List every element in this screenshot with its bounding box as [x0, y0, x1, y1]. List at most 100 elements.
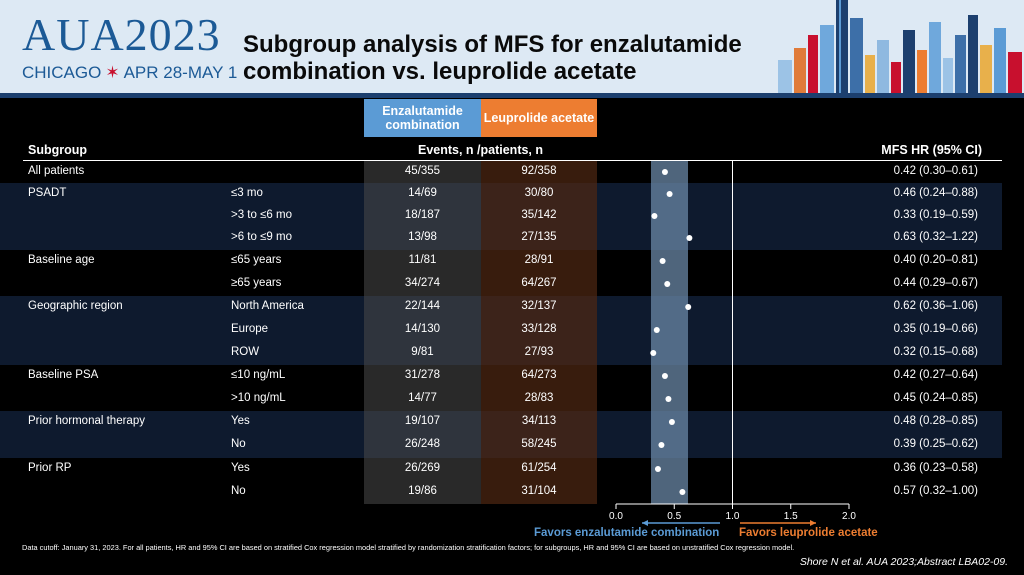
hr-cell: 0.35 (0.19–0.66)	[893, 323, 978, 335]
leuprolide-events-cell: 27/135	[521, 231, 557, 243]
enzalutamide-events-cell: 26/248	[404, 438, 441, 450]
x-tick-label: 1.0	[726, 511, 740, 522]
subgroup-cell: Prior hormonal therapy	[28, 415, 145, 427]
hr-header: MFS HR (95% CI)	[881, 143, 982, 157]
subgroup-cell: Baseline age	[28, 254, 95, 266]
hr-cell: 0.44 (0.29–0.67)	[893, 277, 978, 289]
table-row: Baseline age ≤65 years 11/81 28/91 0.40 (0.2…	[0, 250, 1002, 272]
level-cell: Yes	[231, 415, 250, 427]
footnote: Data cutoff: January 31, 2023. For all p…	[22, 543, 795, 552]
header-banner: AUA2023 CHICAGO ✶ APR 28-MAY 1 Subgroup an…	[0, 0, 1024, 95]
enzalutamide-column-shade	[364, 161, 481, 504]
table-header: Subgroup Events, n /patients, n MFS HR (…	[28, 143, 1002, 160]
hr-point	[668, 419, 675, 425]
leuprolide-events-cell: 58/245	[521, 438, 557, 450]
hr-point	[653, 327, 660, 333]
hr-cell: 0.57 (0.32–1.00)	[893, 485, 978, 497]
table-row: ≥65 years 34/274 64/267 0.44 (0.29–0.67)	[0, 273, 1002, 295]
hr-point	[686, 235, 693, 241]
subgroup-cell: Geographic region	[28, 300, 123, 312]
level-cell: >10 ng/mL	[231, 392, 286, 404]
leuprolide-events-cell: 27/93	[524, 346, 554, 358]
level-cell: >3 to ≤6 mo	[231, 209, 292, 221]
level-cell: No	[231, 438, 246, 450]
leuprolide-column-header: Leuprolide acetate	[481, 99, 597, 137]
hr-cell: 0.42 (0.27–0.64)	[893, 369, 978, 381]
enzalutamide-events-cell: 22/144	[404, 300, 441, 312]
enzalutamide-events-cell: 31/278	[404, 369, 441, 381]
table-row: PSADT ≤3 mo 14/69 30/80 0.46 (0.24–0.88)	[0, 183, 1002, 205]
hr-cell: 0.46 (0.24–0.88)	[893, 187, 978, 199]
enzalutamide-events-cell: 45/355	[404, 165, 441, 177]
level-cell: North America	[231, 300, 304, 312]
header-rule	[23, 160, 1002, 161]
favor-enz-arrowhead	[642, 520, 648, 526]
slide-title-line1: Subgroup analysis of MFS for enzalutamid…	[243, 31, 742, 58]
hr-point	[664, 281, 671, 287]
enzalutamide-events-cell: 18/187	[404, 209, 441, 221]
x-tick-label: 0.0	[609, 511, 623, 522]
x-tick-label: 0.5	[667, 511, 681, 522]
enzalutamide-events-cell: 13/98	[408, 231, 437, 243]
hr-point	[661, 169, 668, 175]
citation: Shore N et al. AUA 2023;Abstract LBA02-0…	[799, 556, 1008, 568]
favors-leuprolide-label: Favors leuprolide acetate	[739, 527, 878, 539]
hr-cell: 0.40 (0.20–0.81)	[893, 254, 978, 266]
leuprolide-events-cell: 35/142	[521, 209, 557, 221]
leuprolide-events-cell: 33/128	[521, 323, 557, 335]
table-row: No 19/86 31/104 0.57 (0.32–1.00)	[0, 481, 1002, 503]
enzalutamide-events-cell: 14/77	[408, 392, 437, 404]
table-row: ROW 9/81 27/93 0.32 (0.15–0.68)	[0, 342, 1002, 364]
hr-cell: 0.62 (0.36–1.06)	[893, 300, 978, 312]
table-row: No 26/248 58/245 0.39 (0.25–0.62)	[0, 434, 1002, 456]
hr-cell: 0.39 (0.25–0.62)	[893, 438, 978, 450]
hr-point	[661, 373, 668, 379]
level-cell: No	[231, 485, 246, 497]
enzalutamide-column-header: Enzalutamide combination	[364, 99, 481, 137]
level-cell: ≤10 ng/mL	[231, 369, 286, 381]
level-cell: Yes	[231, 462, 250, 474]
favors-enzalutamide-label: Favors enzalutamide combination	[534, 527, 720, 539]
subgroup-cell: All patients	[28, 165, 85, 177]
favor-leu-arrowhead	[810, 520, 816, 526]
table-row: All patients 45/355 92/358 0.42 (0.30–0.61)	[0, 161, 1002, 183]
hr-cell: 0.42 (0.30–0.61)	[893, 165, 978, 177]
hr-point	[650, 350, 657, 356]
aua-logo: AUA2023	[22, 9, 221, 60]
level-cell: ≥65 years	[231, 277, 282, 289]
hr-point	[665, 396, 672, 402]
enzalutamide-events-cell: 9/81	[411, 346, 434, 358]
enzalutamide-events-cell: 11/81	[408, 254, 437, 266]
events-header: Events, n /patients, n	[417, 143, 544, 157]
aua-logo-subtitle: CHICAGO ✶ APR 28-MAY 1	[22, 63, 237, 83]
enzalutamide-events-cell: 26/269	[404, 462, 441, 474]
table-row: Prior RP Yes 26/269 61/254 0.36 (0.23–0.58)	[0, 458, 1002, 480]
leuprolide-events-cell: 28/83	[524, 392, 554, 404]
x-tick-label: 1.5	[784, 511, 798, 522]
table-row: Europe 14/130 33/128 0.35 (0.19–0.66)	[0, 319, 1002, 341]
hr-point	[666, 191, 673, 197]
level-cell: ROW	[231, 346, 260, 358]
logo-dates: APR 28-MAY 1	[123, 63, 238, 82]
enzalutamide-events-cell: 19/107	[404, 415, 441, 427]
slide-title: Subgroup analysis of MFS for enzalutamid…	[243, 31, 742, 85]
leuprolide-events-cell: 61/254	[521, 462, 557, 474]
table-row: >3 to ≤6 mo 18/187 35/142 0.33 (0.19–0.59)	[0, 205, 1002, 227]
slide-title-line2: combination vs. leuprolide acetate	[243, 58, 637, 85]
level-cell: ≤65 years	[231, 254, 282, 266]
hr-point	[658, 442, 665, 448]
logo-city: CHICAGO	[22, 63, 102, 82]
leuprolide-column-shade	[481, 161, 597, 504]
hr-cell: 0.48 (0.28–0.85)	[893, 415, 978, 427]
subgroup-cell: Prior RP	[28, 462, 72, 474]
hr-point	[679, 489, 686, 495]
table-row: Prior hormonal therapy Yes 19/107 34/113 0.4…	[0, 411, 1002, 433]
hr-cell: 0.63 (0.32–1.22)	[893, 231, 978, 243]
hr-cell: 0.33 (0.19–0.59)	[893, 209, 978, 221]
hr-cell: 0.45 (0.24–0.85)	[893, 392, 978, 404]
forest-plot: 0.0 0.5 1.0 1.5 2.0	[609, 161, 856, 526]
hr-point	[685, 304, 692, 310]
subgroup-header: Subgroup	[28, 143, 88, 157]
enzalutamide-events-cell: 19/86	[408, 485, 437, 497]
level-cell: Europe	[231, 323, 269, 335]
